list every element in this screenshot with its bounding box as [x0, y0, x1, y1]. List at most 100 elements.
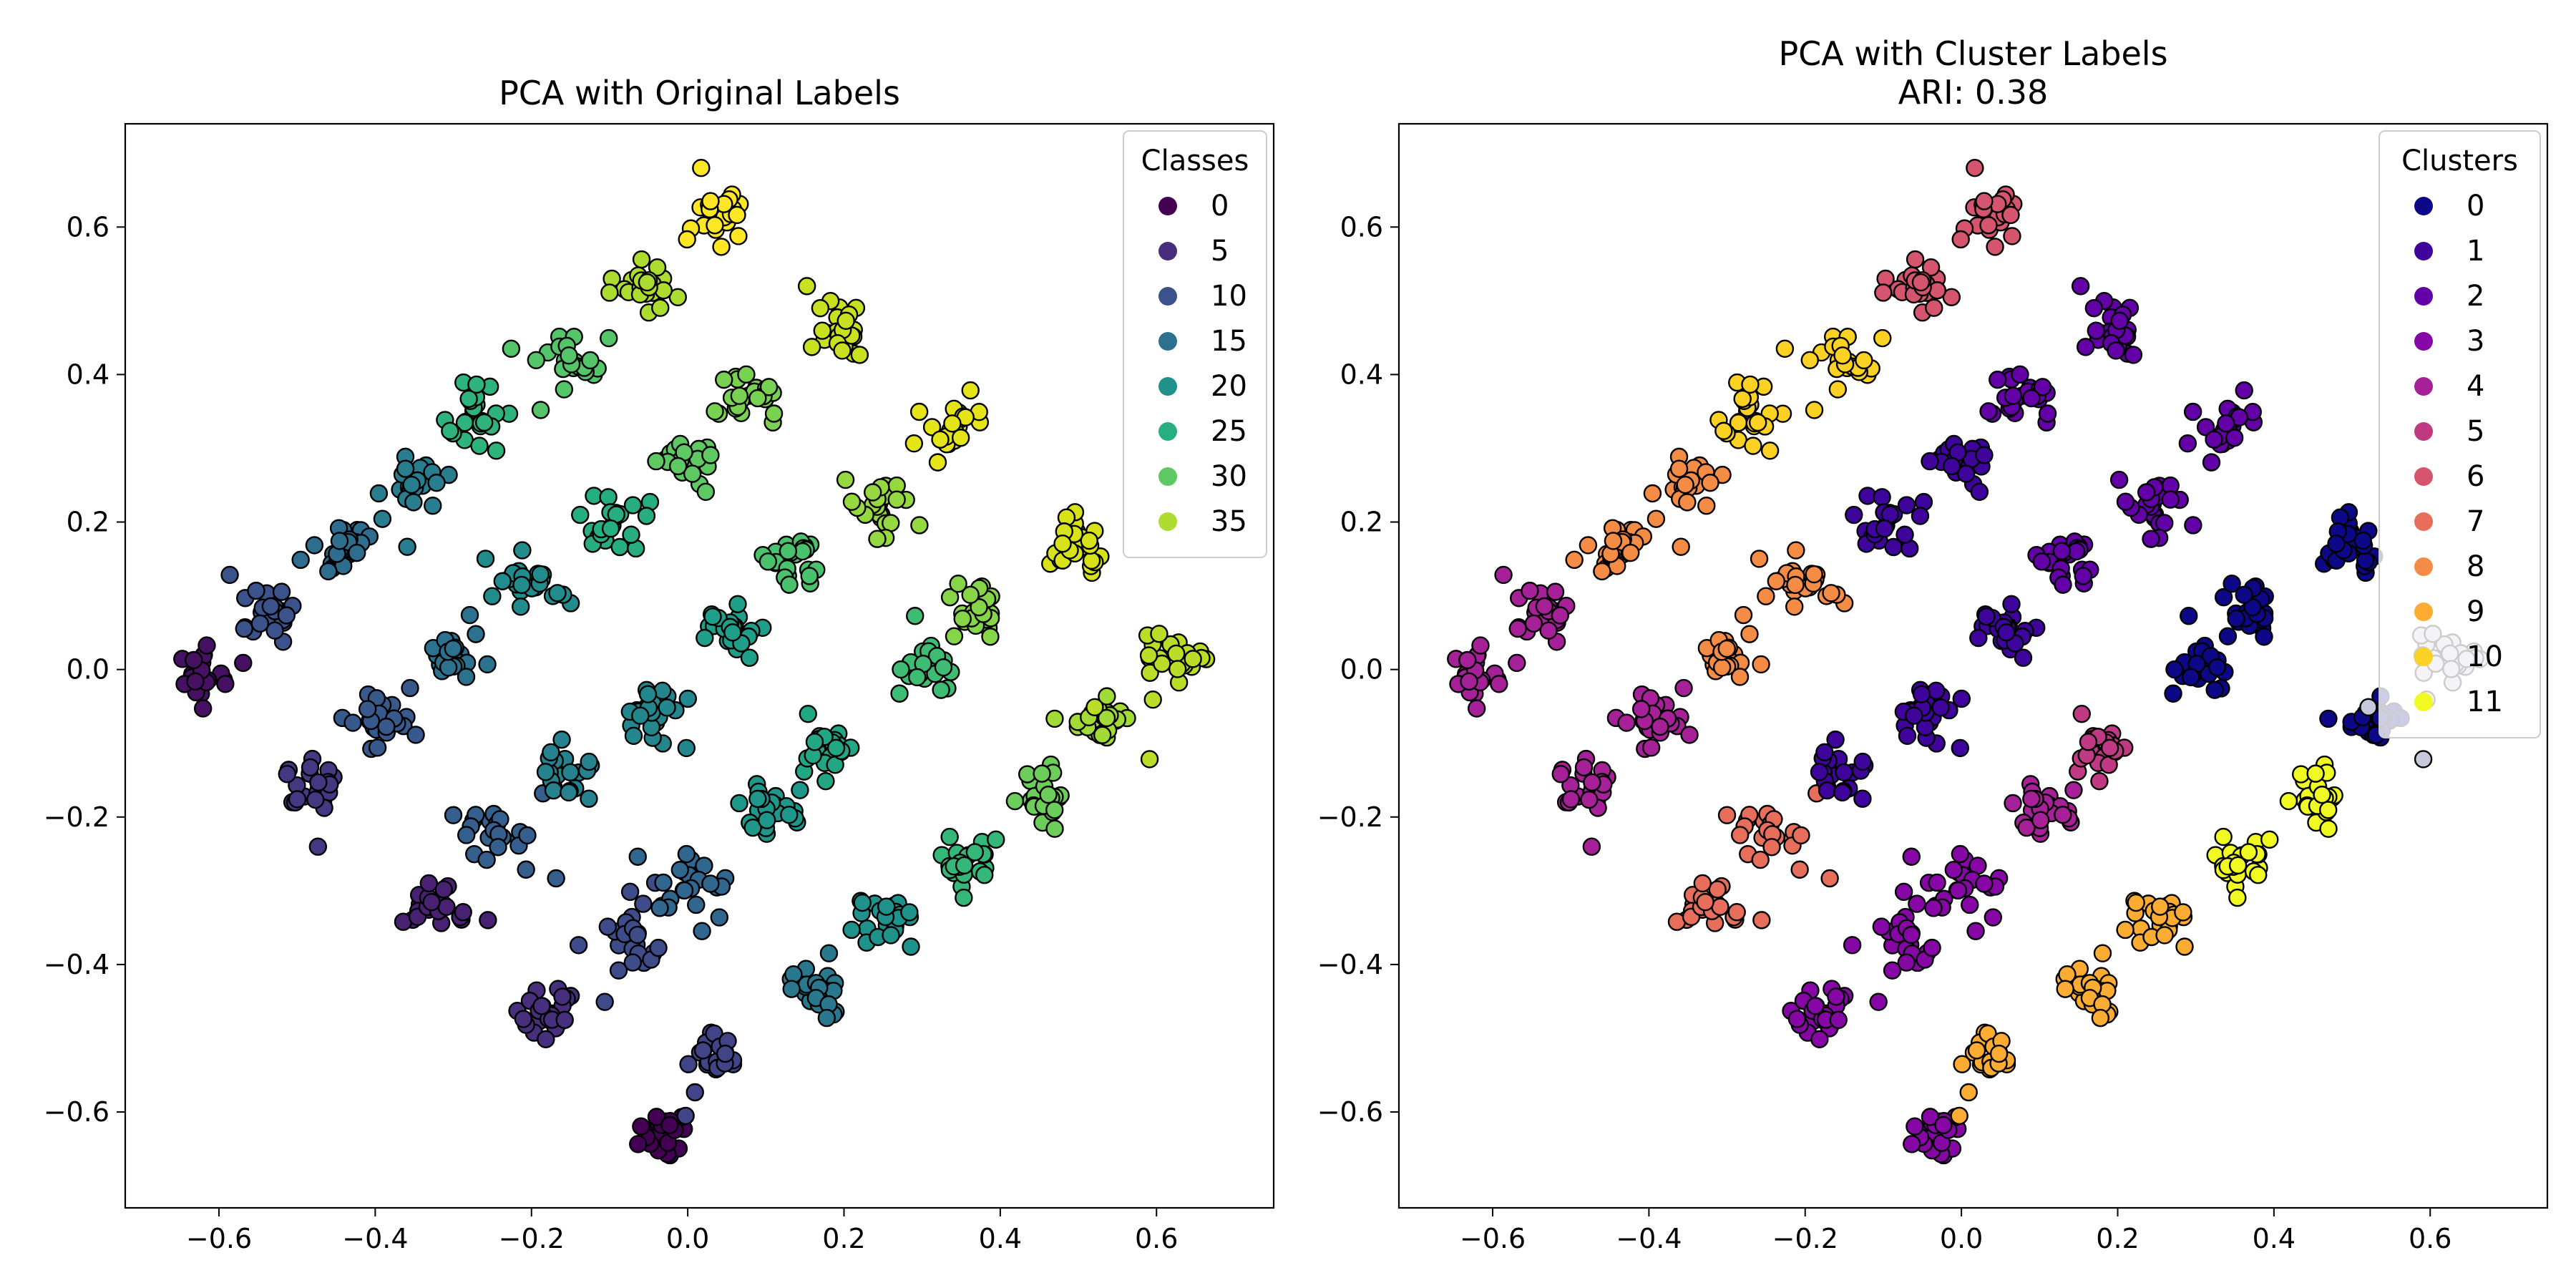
scatter-point [868, 530, 887, 548]
chart-title-left: PCA with Original Labels [499, 74, 900, 112]
scatter-point [800, 567, 819, 585]
scatter-point [1508, 619, 1527, 638]
legend-marker [2414, 648, 2433, 666]
scatter-point [439, 658, 458, 677]
scatter-point [757, 811, 776, 829]
scatter-point [651, 298, 670, 317]
scatter-point [467, 375, 486, 394]
x-tick-label: 0.0 [666, 1223, 709, 1254]
scatter-point [1792, 826, 1810, 845]
point-cluster [1845, 487, 1933, 558]
scatter-point [1565, 550, 1584, 570]
scatter-point [1741, 375, 1760, 394]
scatter-point [396, 459, 415, 478]
scatter-point [419, 874, 439, 893]
point-cluster [1874, 250, 1961, 322]
scatter-point [479, 911, 497, 930]
scatter-point [2235, 381, 2253, 400]
scatter-point [970, 597, 988, 617]
scatter-point [1672, 537, 1690, 556]
scatter-point [677, 844, 696, 864]
scatter-point [2151, 897, 2170, 916]
point-cluster [620, 680, 697, 758]
scatter-point [555, 1010, 574, 1030]
scatter-point [560, 783, 578, 802]
scatter-point [555, 380, 574, 399]
y-tick-label: 0.6 [67, 211, 109, 243]
legend-label: 1 [2467, 235, 2484, 268]
scatter-point [1951, 844, 1970, 864]
scatter-point [802, 338, 821, 356]
scatter-point [1966, 158, 1984, 177]
legend-label: 30 [1211, 460, 1247, 493]
point-cluster [2279, 755, 2343, 838]
scatter-point [660, 1116, 679, 1135]
scatter-point [424, 497, 442, 515]
scatter-point [2076, 338, 2095, 356]
scatter-point [628, 925, 647, 945]
point-cluster [1551, 749, 1616, 856]
point-cluster [1775, 327, 1892, 419]
point-cluster [629, 1108, 693, 1165]
scatter-point [330, 532, 349, 550]
x-tick-label: 0.0 [1940, 1223, 1983, 1254]
scatter-point [437, 897, 456, 916]
scatter-point [1727, 903, 1746, 922]
scatter-point [1082, 551, 1101, 570]
scatter-point [2175, 937, 2194, 956]
scatter-point [2313, 785, 2331, 804]
point-cluster [173, 636, 253, 718]
scatter-point [1139, 646, 1158, 665]
point-cluster [571, 487, 660, 558]
legend: Classes 0 5 10 15 20 25 30 35 [1123, 130, 1267, 558]
scatter-point [1853, 789, 1872, 808]
scatter-point [1961, 895, 1979, 914]
scatter-point [457, 826, 476, 844]
scatter-point [1951, 230, 1970, 249]
scatter-point [819, 944, 839, 962]
scatter-point [1539, 621, 1558, 640]
scatter-point [836, 470, 855, 489]
legend-label: 5 [2467, 415, 2484, 448]
scatter-point [2038, 404, 2057, 423]
scatter-point [277, 606, 296, 625]
scatter-point [306, 790, 325, 809]
scatter-point [1984, 908, 2003, 927]
scatter-point [932, 680, 950, 699]
scatter-point [580, 789, 598, 808]
scatter-point [1787, 1010, 1807, 1028]
x-tick-label: −0.6 [186, 1223, 252, 1254]
scatter-point [1551, 606, 1570, 625]
scatter-point [740, 648, 759, 667]
scatter-point [1829, 1010, 1848, 1030]
scatter-point [1471, 636, 1490, 655]
scatter-point [782, 980, 801, 998]
scatter-point [2071, 277, 2090, 296]
legend-marker [1158, 512, 1177, 531]
scatter-point [441, 421, 459, 440]
point-cluster [842, 892, 920, 956]
scatter-point [2031, 811, 2050, 829]
scatter-point [1045, 801, 1064, 819]
scatter-point [1905, 706, 1923, 725]
scatter-point [2205, 430, 2223, 449]
legend-marker [1158, 467, 1177, 486]
scatter-point [1641, 738, 1661, 757]
scatter-point [427, 473, 446, 492]
scatter-point [2155, 514, 2174, 532]
scatter-point [887, 490, 906, 509]
scatter-point [1952, 689, 1971, 708]
scatter-point [1097, 708, 1116, 728]
scatter-point [649, 938, 668, 957]
scatter-point [2225, 429, 2244, 447]
y-tick-label: −0.6 [44, 1096, 109, 1128]
y-tick-label: 0.0 [1340, 654, 1383, 686]
scatter-point [493, 572, 512, 590]
scatter-point [1989, 1044, 2009, 1063]
point-cluster [678, 158, 749, 256]
scatter-point [629, 1135, 648, 1153]
point-cluster [1565, 519, 1653, 581]
scatter-point [2183, 402, 2202, 421]
scatter-point [1997, 623, 2016, 642]
